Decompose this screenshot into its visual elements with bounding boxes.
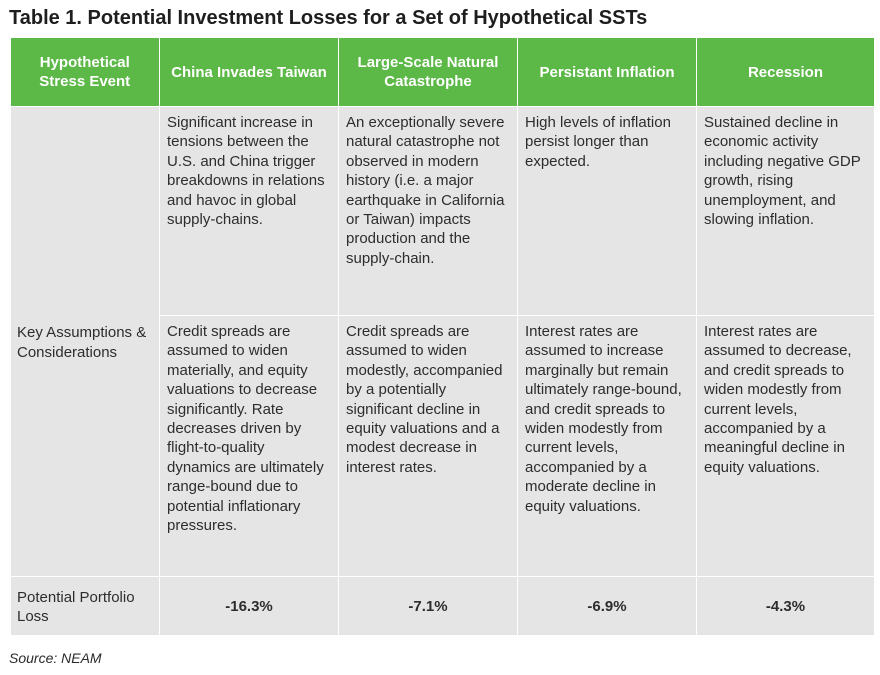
cell-assumption-china-2: Credit spreads are assumed to widen mate… — [159, 315, 339, 577]
table-row: Key Assumptions & Considerations Signifi… — [10, 106, 875, 577]
cell-assumption-inflation-2: Interest rates are assumed to increase m… — [517, 315, 697, 577]
header-persistant-inflation: Persistant Inflation — [517, 38, 697, 107]
cell-loss-china: -16.3% — [159, 576, 339, 636]
cell-assumption-catastrophe-1: An exceptionally severe natural catastro… — [338, 106, 518, 316]
header-natural-catastrophe: Large-Scale Natural Catastrophe — [338, 38, 518, 107]
cell-loss-recession: -4.3% — [696, 576, 875, 636]
cell-assumption-recession-1: Sustained decline in economic activity i… — [696, 106, 875, 316]
header-stress-event: Hypothetical Stress Event — [10, 38, 160, 107]
table-row: Potential Portfolio Loss -16.3% -7.1% -6… — [10, 576, 875, 636]
cell-assumption-china-1: Significant increase in tensions between… — [159, 106, 339, 316]
investment-losses-table: Hypothetical Stress Event China Invades … — [10, 38, 875, 636]
cell-loss-inflation: -6.9% — [517, 576, 697, 636]
table-row: Credit spreads are assumed to widen mate… — [11, 315, 875, 577]
cell-assumption-recession-2: Interest rates are assumed to decrease, … — [696, 315, 875, 577]
cell-assumption-catastrophe-2: Credit spreads are assumed to widen mode… — [338, 315, 518, 577]
header-china-invades-taiwan: China Invades Taiwan — [159, 38, 339, 107]
header-row: Hypothetical Stress Event China Invades … — [10, 38, 875, 107]
header-recession: Recession — [696, 38, 875, 107]
row-label-assumptions: Key Assumptions & Considerations — [10, 106, 160, 577]
table-title: Table 1. Potential Investment Losses for… — [9, 7, 648, 29]
row-label-loss: Potential Portfolio Loss — [10, 576, 160, 636]
cell-assumption-inflation-1: High levels of inflation persist longer … — [517, 106, 697, 316]
source-note: Source: NEAM — [9, 650, 102, 666]
cell-loss-catastrophe: -7.1% — [338, 576, 518, 636]
